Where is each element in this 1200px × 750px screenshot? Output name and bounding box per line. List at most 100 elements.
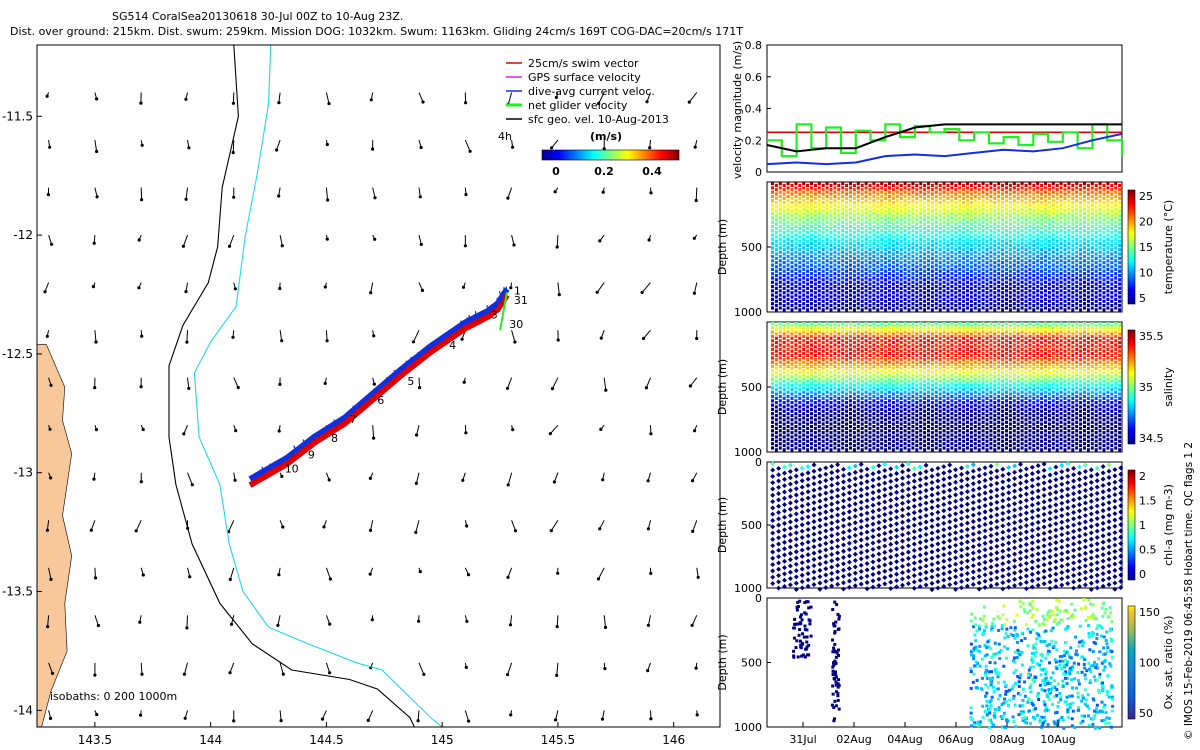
data-point: [934, 364, 938, 369]
data-point: [950, 424, 954, 429]
data-point: [923, 336, 927, 340]
data-point: [852, 358, 856, 362]
data-point: [923, 231, 927, 235]
data-point: [1118, 226, 1122, 230]
data-point: [856, 377, 860, 381]
data-point: [829, 286, 833, 290]
data-point: [997, 280, 1001, 284]
data-point: [1040, 192, 1044, 196]
data-point: [958, 356, 962, 360]
data-point: [946, 431, 950, 435]
data-point: [802, 369, 806, 373]
data-point: [1001, 209, 1005, 213]
data-point: [930, 239, 934, 243]
data-point: [841, 334, 845, 339]
data-point: [868, 443, 872, 448]
data-point: [868, 388, 872, 392]
data-point: [1028, 272, 1032, 276]
data-point: [942, 254, 946, 259]
data-point: [981, 377, 985, 381]
velocity-vector: [228, 520, 235, 532]
data-point: [989, 246, 993, 250]
legend-4h: 4h: [498, 130, 512, 143]
data-point: [1083, 242, 1086, 246]
data-point: [973, 203, 977, 207]
data-point: [954, 383, 958, 388]
data-point: [946, 435, 950, 439]
data-point: [872, 212, 876, 216]
velocity-vector-head: [464, 192, 468, 197]
data-point: [923, 218, 927, 222]
data-point: [884, 328, 888, 332]
data-point: [977, 278, 981, 282]
velocity-vector-head: [281, 672, 285, 676]
data-point: [915, 239, 919, 243]
data-point: [868, 340, 872, 345]
data-point: [911, 246, 915, 250]
data-point: [1051, 280, 1055, 284]
data-point: [1110, 188, 1114, 192]
data-point: [942, 182, 946, 186]
section-colorbar: [1127, 189, 1136, 305]
data-point: [774, 405, 778, 409]
data-point: [934, 246, 938, 250]
data-point: [1083, 297, 1086, 302]
data-point: [985, 291, 989, 295]
data-point: [876, 409, 880, 413]
data-point: [778, 403, 782, 407]
data-point: [927, 437, 930, 442]
data-point: [802, 242, 806, 246]
data-point: [798, 371, 802, 375]
data-point: [771, 220, 774, 224]
data-point: [923, 286, 927, 290]
data-point: [930, 303, 934, 308]
data-point: [837, 328, 841, 332]
data-point: [946, 269, 950, 273]
data-point: [876, 209, 880, 213]
data-point: [880, 356, 884, 360]
data-point: [837, 286, 841, 290]
velocity-vector-head: [141, 427, 145, 432]
data-point: [825, 339, 829, 343]
data-point: [778, 182, 782, 186]
data-point: [880, 194, 884, 199]
velocity-vector: [94, 330, 97, 343]
data-point: [946, 273, 950, 278]
data-point: [802, 364, 806, 369]
data-point: [946, 448, 950, 452]
data-point: [969, 226, 973, 230]
data-point: [821, 209, 825, 213]
data-point: [899, 299, 903, 303]
data-point: [1067, 254, 1071, 259]
data-point: [810, 322, 813, 326]
data-point: [782, 371, 786, 375]
velocity-vector: [279, 234, 283, 246]
data-point: [825, 233, 829, 237]
data-point: [1008, 286, 1012, 290]
data-point: [1012, 289, 1016, 293]
data-point: [860, 231, 864, 235]
data-point: [907, 358, 911, 362]
data-point: [989, 442, 993, 446]
data-point: [969, 286, 973, 290]
data-point: [919, 394, 923, 399]
data-point: [849, 377, 852, 381]
data-point: [1020, 233, 1024, 237]
data-point: [1020, 267, 1024, 271]
data-point: [899, 379, 903, 383]
data-point: [1005, 194, 1008, 199]
data-point: [1024, 183, 1028, 188]
data-point: [1016, 213, 1020, 218]
data-point: [962, 362, 966, 366]
data-point: [1016, 278, 1020, 282]
data-point: [938, 243, 942, 248]
isobath-label: isobaths: 0 200 1000m: [50, 690, 177, 703]
data-point: [934, 373, 938, 377]
data-point: [786, 293, 790, 297]
data-point: [860, 401, 864, 405]
data-point: [833, 194, 837, 199]
data-point: [778, 233, 782, 237]
data-point: [1063, 252, 1067, 256]
data-point: [868, 261, 872, 265]
data-point: [899, 353, 903, 358]
